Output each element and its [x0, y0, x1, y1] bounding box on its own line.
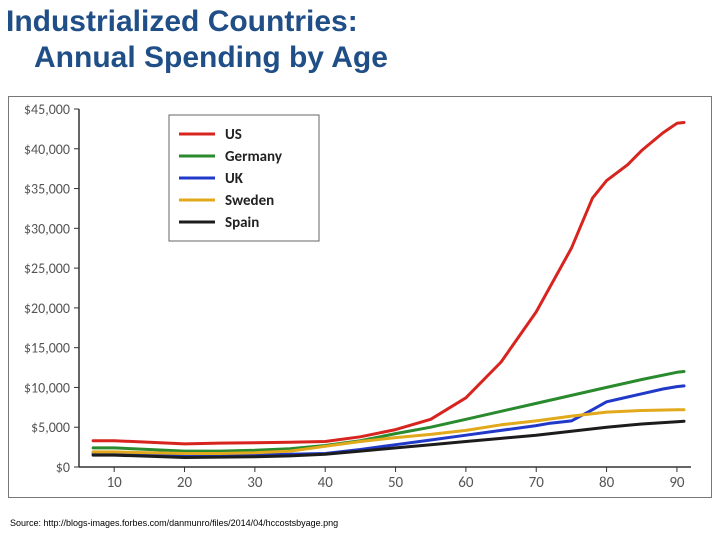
x-tick-label: 90	[669, 474, 685, 492]
y-tick-label: $30,000	[24, 220, 70, 237]
source-citation: Source: http://blogs-images.forbes.com/d…	[10, 518, 338, 528]
x-tick-label: 80	[599, 474, 615, 492]
x-tick-label: 70	[529, 474, 545, 492]
legend-label: US	[225, 126, 242, 144]
legend: US Germany UK Sweden Spain	[169, 115, 319, 241]
x-tick-label: 20	[177, 474, 193, 492]
x-tick-label: 40	[318, 474, 334, 492]
legend-label: Spain	[225, 214, 259, 232]
y-tick-label: $35,000	[24, 181, 70, 198]
legend-label: UK	[225, 170, 244, 188]
x-tick-label: 50	[388, 474, 404, 492]
y-tick-label: $15,000	[24, 340, 70, 357]
x-tick-label: 10	[107, 474, 123, 492]
page-title: Industrialized Countries: Annual Spendin…	[6, 4, 388, 76]
x-tick-label: 60	[458, 474, 474, 492]
y-tick-label: $25,000	[24, 260, 70, 277]
y-tick-label: $40,000	[24, 141, 70, 158]
legend-label: Germany	[225, 148, 283, 166]
y-tick-label: $5,000	[31, 419, 70, 436]
y-tick-label: $0	[56, 459, 70, 476]
y-tick-label: $10,000	[24, 379, 70, 396]
title-line-2: Annual Spending by Age	[6, 40, 388, 76]
slide: Industrialized Countries: Annual Spendin…	[0, 0, 720, 540]
y-tick-label: $20,000	[24, 300, 70, 317]
chart-container: $0 $5,000 $10,000 $15,000 $20,000 $25,000 $30,…	[8, 96, 712, 498]
y-tick-label: $45,000	[24, 101, 70, 118]
x-tick-label: 30	[247, 474, 263, 492]
title-line-1: Industrialized Countries:	[6, 5, 358, 38]
line-chart: $0 $5,000 $10,000 $15,000 $20,000 $25,000 $30,…	[9, 97, 711, 497]
legend-label: Sweden	[225, 192, 274, 210]
